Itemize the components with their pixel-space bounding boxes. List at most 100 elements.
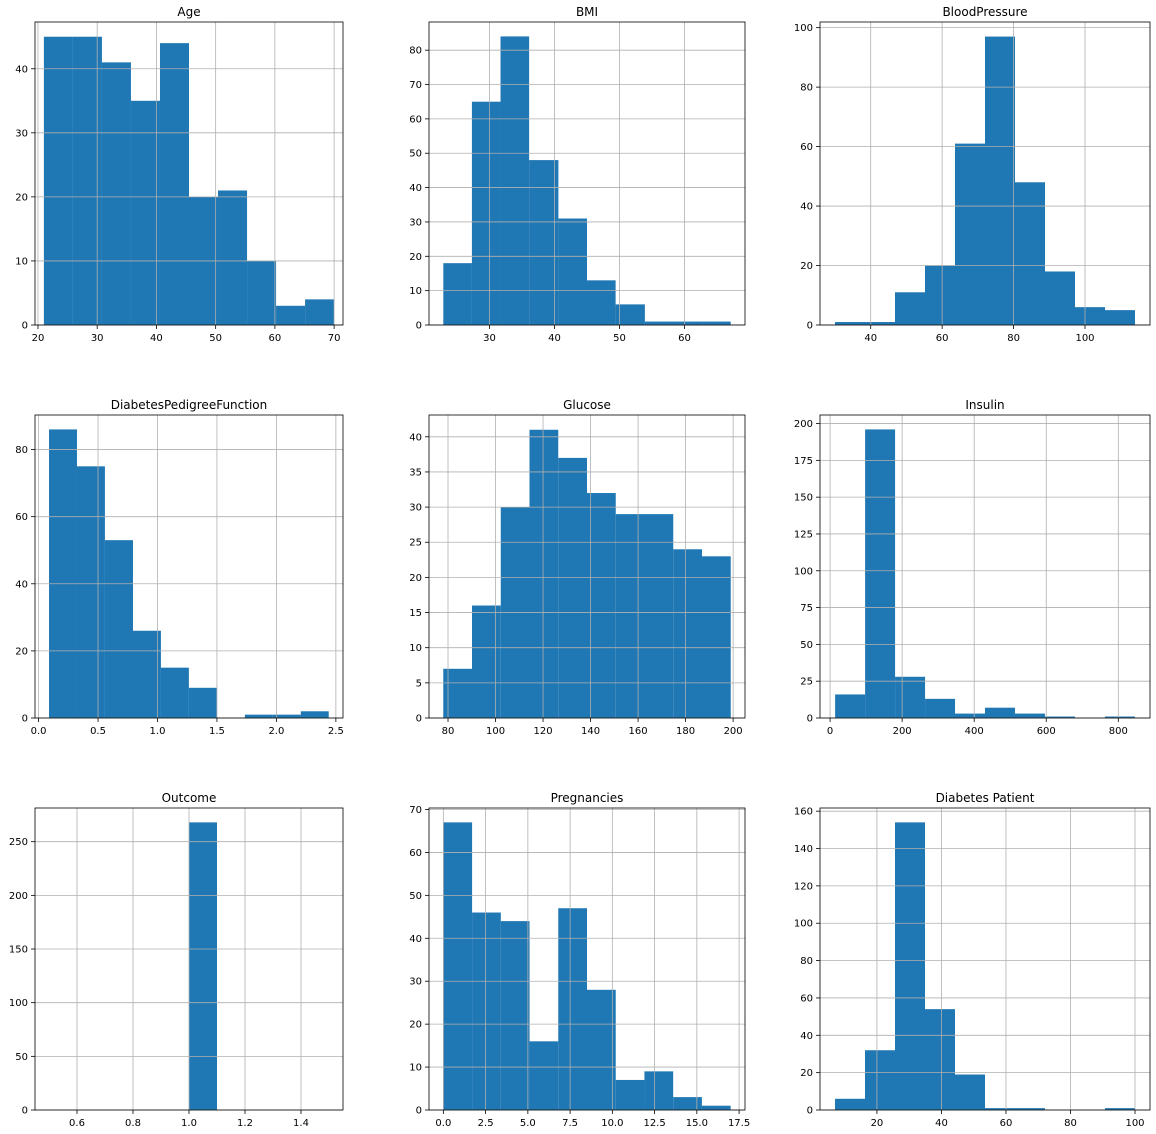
y-tick-label: 0: [416, 1106, 422, 1117]
y-tick-label: 40: [409, 432, 422, 443]
histogram-bar: [925, 1009, 955, 1110]
histogram-bar: [895, 676, 926, 718]
histogram-bar: [615, 1079, 645, 1110]
y-tick-label: 25: [409, 538, 422, 549]
histogram-bar: [472, 912, 501, 1110]
x-tick-label: 60: [269, 333, 282, 344]
x-tick-label: 80: [1007, 333, 1020, 344]
y-tick-label: 20: [15, 192, 28, 203]
x-tick-label: 100: [1075, 333, 1094, 344]
x-tick-label: 120: [533, 726, 552, 737]
histogram-bar: [272, 714, 301, 718]
x-tick-label: 1.4: [293, 1118, 309, 1129]
histogram-bar: [865, 1050, 895, 1110]
y-tick-label: 70: [409, 80, 422, 91]
histogram-bar: [1105, 310, 1135, 325]
histogram-bar: [43, 36, 73, 326]
x-tick-label: 1.0: [150, 726, 166, 737]
histogram-bar: [104, 540, 133, 718]
y-tick-label: 20: [800, 1068, 813, 1079]
y-tick-label: 0: [22, 1106, 28, 1117]
y-tick-label: 0: [807, 321, 813, 332]
y-tick-label: 60: [409, 848, 422, 859]
y-tick-label: 0: [416, 714, 422, 725]
histogram-bar: [701, 1105, 731, 1110]
y-tick-label: 70: [409, 805, 422, 816]
x-tick-label: 60: [1000, 1118, 1013, 1129]
x-tick-label: 0.0: [435, 1118, 451, 1129]
histogram-panel: 20 40 60 80 100 0 20 40 60 80 100 120 140 160 Diabetes…: [794, 791, 1151, 1129]
histogram-bar: [895, 822, 925, 1110]
histogram-bar: [558, 457, 587, 718]
y-tick-label: 150: [794, 493, 813, 504]
x-tick-label: 160: [629, 726, 648, 737]
y-tick-label: 35: [409, 467, 422, 478]
y-tick-label: 0: [416, 321, 422, 332]
histogram-bar: [529, 160, 559, 325]
y-tick-label: 40: [15, 579, 28, 590]
x-tick-label: 1.0: [181, 1118, 197, 1129]
x-tick-label: 400: [965, 726, 984, 737]
histogram-bar: [76, 466, 105, 718]
y-tick-label: 120: [794, 881, 813, 892]
y-tick-label: 60: [409, 114, 422, 125]
histogram-bar: [615, 304, 645, 325]
histogram-bar: [472, 605, 501, 718]
x-tick-label: 17.5: [728, 1118, 750, 1129]
y-tick-label: 25: [800, 677, 813, 688]
x-tick-label: 7.5: [562, 1118, 578, 1129]
histogram-panel: 0 200 400 600 800 0 25 50 75 100 125 150 175 200 Insul…: [794, 398, 1151, 737]
histogram-bar: [49, 429, 77, 718]
histogram-bar: [160, 667, 189, 718]
histogram-bar: [673, 549, 702, 718]
histogram-bar: [1014, 713, 1045, 718]
histogram-bar: [925, 698, 956, 718]
y-tick-label: 80: [800, 956, 813, 967]
y-tick-label: 10: [409, 643, 422, 654]
x-tick-label: 1.5: [209, 726, 225, 737]
y-tick-label: 60: [800, 993, 813, 1004]
y-tick-label: 100: [9, 998, 28, 1009]
x-tick-label: 2.5: [478, 1118, 494, 1129]
y-tick-label: 30: [409, 503, 422, 514]
histogram-panel: 0.6 0.8 1.0 1.2 1.4 0 50 100 150 200 250 Outcome: [9, 791, 344, 1129]
histogram-bar: [1105, 1108, 1135, 1110]
axes-frame: [819, 21, 1151, 326]
histogram-bar: [985, 707, 1015, 718]
x-tick-label: 1.2: [237, 1118, 253, 1129]
axes-frame: [428, 807, 746, 1111]
x-tick-label: 2.0: [268, 726, 284, 737]
y-tick-label: 100: [794, 566, 813, 577]
x-tick-label: 30: [483, 333, 496, 344]
y-tick-label: 140: [794, 844, 813, 855]
y-tick-label: 40: [800, 202, 813, 213]
y-tick-label: 0: [807, 1106, 813, 1117]
histogram-bar: [1044, 716, 1075, 718]
x-tick-label: 200: [724, 726, 743, 737]
histogram-bar: [1075, 307, 1105, 325]
histogram-bar: [587, 493, 616, 718]
histogram-bar: [1015, 182, 1045, 325]
histogram-panel: 40 60 80 100 0 20 40 60 80 100 BloodPressure: [794, 5, 1151, 344]
y-tick-label: 60: [800, 142, 813, 153]
histogram-bar: [443, 263, 472, 325]
histogram-bar: [247, 260, 277, 325]
y-tick-label: 0: [807, 714, 813, 725]
panel-title: Glucose: [563, 398, 611, 412]
axes-frame: [819, 807, 1151, 1111]
x-tick-label: 0.6: [69, 1118, 85, 1129]
y-tick-label: 20: [409, 1020, 422, 1031]
y-tick-label: 50: [15, 1052, 28, 1063]
x-tick-label: 60: [936, 333, 949, 344]
histogram-bar: [673, 321, 703, 325]
axes-frame: [34, 21, 344, 326]
x-tick-label: 0.5: [90, 726, 106, 737]
y-tick-label: 175: [794, 456, 813, 467]
y-tick-label: 80: [409, 46, 422, 57]
x-tick-label: 140: [581, 726, 600, 737]
x-tick-label: 5.0: [520, 1118, 536, 1129]
x-tick-label: 0.0: [31, 726, 47, 737]
y-tick-label: 200: [9, 891, 28, 902]
histogram-bar: [558, 218, 587, 325]
